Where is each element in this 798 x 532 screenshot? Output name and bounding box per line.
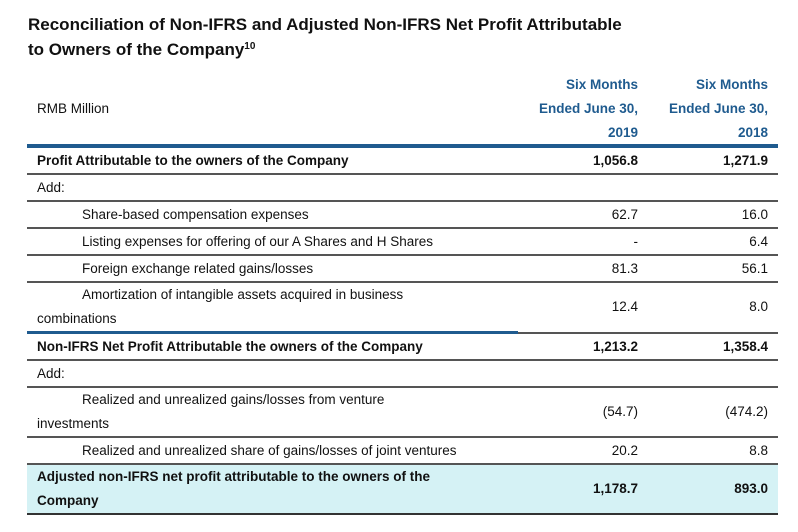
- page-title: Reconciliation of Non-IFRS and Adjusted …: [28, 12, 622, 62]
- value-2018: 56.1: [648, 255, 778, 283]
- table-row: Amortization of intangible assets acquir…: [27, 282, 778, 334]
- footnote-marker: 10: [244, 41, 256, 52]
- value-2018: 8.8: [648, 437, 778, 465]
- row-label-line-2: investments: [37, 416, 110, 431]
- table-row: Non-IFRS Net Profit Attributable the own…: [27, 331, 778, 361]
- row-label: Add:: [27, 174, 518, 202]
- title-line-2: to Owners of the Company: [28, 40, 245, 59]
- row-label: Listing expenses for offering of our A S…: [27, 228, 518, 256]
- row-label: Realized and unrealized gains/losses fro…: [27, 387, 518, 438]
- column-header-2019: Six Months: [565, 76, 638, 92]
- unit-label: RMB Million: [37, 100, 110, 116]
- value-2019: -: [518, 228, 648, 256]
- value-2019: 1,056.8: [518, 146, 648, 175]
- row-label-line-2: combinations: [37, 311, 117, 326]
- reconciliation-table: Six Months Six Months RMB Million Ended …: [27, 72, 778, 515]
- value-2018: 6.4: [648, 228, 778, 256]
- value-2019: 20.2: [518, 437, 648, 465]
- value-2018: 8.0: [648, 282, 778, 334]
- table-row-total: Adjusted non-IFRS net profit attributabl…: [27, 464, 778, 515]
- row-label: Foreign exchange related gains/losses: [27, 255, 518, 283]
- value-2019: 12.4: [518, 282, 648, 334]
- row-label: Amortization of intangible assets acquir…: [27, 282, 518, 334]
- value-2019: 62.7: [518, 201, 648, 229]
- column-header-2019: Ended June 30,: [538, 100, 638, 116]
- header-row: RMB Million Ended June 30, Ended June 30…: [27, 96, 778, 120]
- table-row: Share-based compensation expenses 62.7 1…: [27, 201, 778, 229]
- row-label: Non-IFRS Net Profit Attributable the own…: [27, 331, 518, 361]
- value-2018: 16.0: [648, 201, 778, 229]
- value-2018: 1,271.9: [648, 146, 778, 175]
- row-label-line-1: Adjusted non-IFRS net profit attributabl…: [37, 469, 430, 484]
- row-label-line-1: Amortization of intangible assets acquir…: [82, 287, 404, 302]
- table-row: Listing expenses for offering of our A S…: [27, 228, 778, 256]
- row-label: Profit Attributable to the owners of the…: [27, 146, 518, 175]
- value-2018: (474.2): [648, 387, 778, 438]
- table-row: Realized and unrealized gains/losses fro…: [27, 387, 778, 438]
- value-2019: 1,213.2: [518, 332, 648, 361]
- value-2019: 81.3: [518, 255, 648, 283]
- value-2018: 893.0: [648, 464, 778, 515]
- row-label-line-2: Company: [37, 493, 99, 508]
- table-row: Add:: [27, 360, 778, 388]
- row-label-line-1: Realized and unrealized gains/losses fro…: [82, 392, 385, 407]
- row-label: Adjusted non-IFRS net profit attributabl…: [27, 464, 518, 515]
- column-header-2018: Ended June 30,: [668, 100, 768, 116]
- title-line-1: Reconciliation of Non-IFRS and Adjusted …: [28, 15, 622, 34]
- row-label: Add:: [27, 360, 518, 388]
- value-2018: 1,358.4: [648, 332, 778, 361]
- header-row: Six Months Six Months: [27, 72, 778, 96]
- column-header-2019: 2019: [518, 120, 648, 148]
- table-row: Foreign exchange related gains/losses 81…: [27, 255, 778, 283]
- column-header-2018: Six Months: [695, 76, 768, 92]
- table-row: Profit Attributable to the owners of the…: [27, 146, 778, 175]
- value-2019: 1,178.7: [518, 464, 648, 515]
- table-row: Add:: [27, 174, 778, 202]
- column-header-2018: 2018: [648, 120, 778, 148]
- value-2019: (54.7): [518, 387, 648, 438]
- row-label: Share-based compensation expenses: [27, 201, 518, 229]
- row-label: Realized and unrealized share of gains/l…: [27, 437, 518, 465]
- table-row: Realized and unrealized share of gains/l…: [27, 437, 778, 465]
- header-row: 2019 2018: [27, 120, 778, 148]
